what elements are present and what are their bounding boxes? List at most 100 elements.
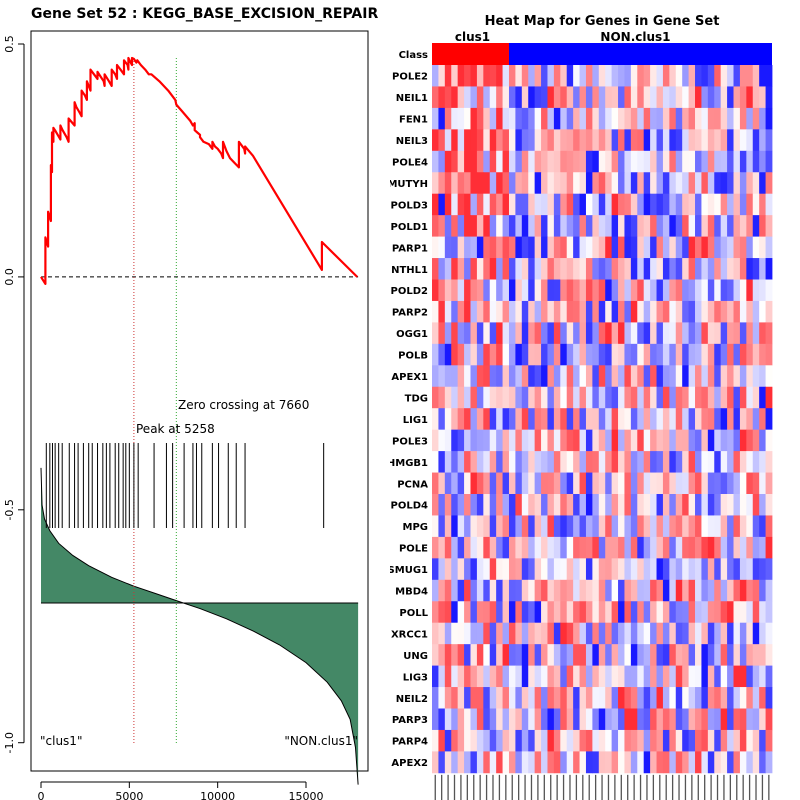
heatmap-cell [669,236,677,259]
heatmap-cell [630,193,638,216]
heatmap-cell [618,579,625,602]
heatmap-cell [464,408,471,431]
heatmap-cell [624,558,632,581]
heatmap-cell [630,429,638,452]
heatmap-cell [630,258,638,280]
heatmap-cell [662,644,670,666]
heatmap-cell [695,579,702,602]
heatmap-cell [765,107,773,130]
heatmap-cell [476,494,484,516]
heatmap-cell [489,472,497,495]
heatmap-cell [739,451,747,473]
heatmap-cell [618,515,625,538]
heatmap-cell [637,322,645,345]
heatmap-cell [560,215,568,237]
heatmap-cell [669,644,677,666]
heatmap-cell [515,644,523,666]
heatmap-cell [669,687,677,709]
heatmap-cell [515,258,523,280]
heatmap-cell [688,150,696,173]
heatmap-cell [444,515,452,538]
heatmap-cell [707,708,715,731]
heatmap-cell [508,515,516,538]
heatmap-cell [752,708,760,731]
heatmap-cell [496,687,503,709]
heatmap-cell [688,408,696,431]
heatmap-cell [464,429,471,452]
heatmap-cell [438,279,446,302]
heatmap-cell [682,687,690,709]
heatmap-cell [547,215,555,237]
heatmap-cell [579,322,587,345]
sample-label-tick [518,774,520,800]
heatmap-cell [451,386,459,409]
heatmap-cell [541,215,548,237]
heatmap-cell [739,408,747,431]
heatmap-cell [579,129,587,152]
sample-label-tick [665,774,667,800]
heatmap-cell [739,365,747,388]
heatmap-cell [707,665,715,688]
heatmap-cell [701,451,709,473]
heatmap-cell [662,300,670,323]
heatmap-cell [611,193,619,216]
heatmap-cell [547,279,555,302]
heatmap-cell [643,429,651,452]
heatmap-cell [560,86,568,109]
heatmap-cell [502,472,510,495]
heatmap-cell [521,601,529,624]
heatmap-cell [496,300,503,323]
heatmap-cell [598,236,606,259]
sample-label-tick [460,774,462,800]
heatmap-cell [675,150,683,173]
heatmap-cell [752,622,760,645]
heatmap-cell [534,644,542,666]
heatmap-cell [656,579,664,602]
heatmap-cell [752,472,760,495]
heatmap-cell [662,408,670,431]
heatmap-cell [515,343,523,366]
heatmap-cell [662,665,670,688]
heatmap-cell [701,472,709,495]
heatmap-cell [707,258,715,280]
heatmap-cell [739,386,747,409]
heatmap-cell [560,107,568,130]
heatmap-cell [502,708,510,731]
heatmap-cell [528,536,536,559]
heatmap-cell [765,644,773,666]
heatmap-cell [630,322,638,345]
enrichment-plot-title: Gene Set 52 : KEGG_BASE_EXCISION_REPAIR [31,6,379,22]
heatmap-cell [707,751,715,774]
heatmap-cell [611,429,619,452]
heatmap-cell [541,579,548,602]
heatmap-cell [714,472,722,495]
heatmap-cell [470,708,478,731]
heatmap-cell [476,365,484,388]
heatmap-cell [489,536,497,559]
heatmap-cell [746,193,754,216]
heatmap-cell [598,386,606,409]
heatmap-cell [579,258,587,280]
heatmap-cell [618,322,625,345]
heatmap-cell [618,236,625,259]
heatmap-cell [707,150,715,173]
heatmap-cell [637,215,645,237]
heatmap-cell [695,494,702,516]
heatmap-cell [624,215,632,237]
heatmap-cell [521,408,529,431]
heatmap-cell [451,172,459,195]
heatmap-cell [585,601,593,624]
heatmap-cell [739,258,747,280]
heatmap-cell [624,708,632,731]
heatmap-cell [630,236,638,259]
heatmap-cell [605,65,613,87]
heatmap-cell [489,65,497,87]
heatmap-cell [752,558,760,581]
heatmap-cell [688,451,696,473]
heatmap-cell [611,343,619,366]
heatmap-cell [688,472,696,495]
heatmap-cell [432,279,439,302]
heatmap-cell [714,107,722,130]
heatmap-cell [605,365,613,388]
sample-label-tick [639,774,642,800]
